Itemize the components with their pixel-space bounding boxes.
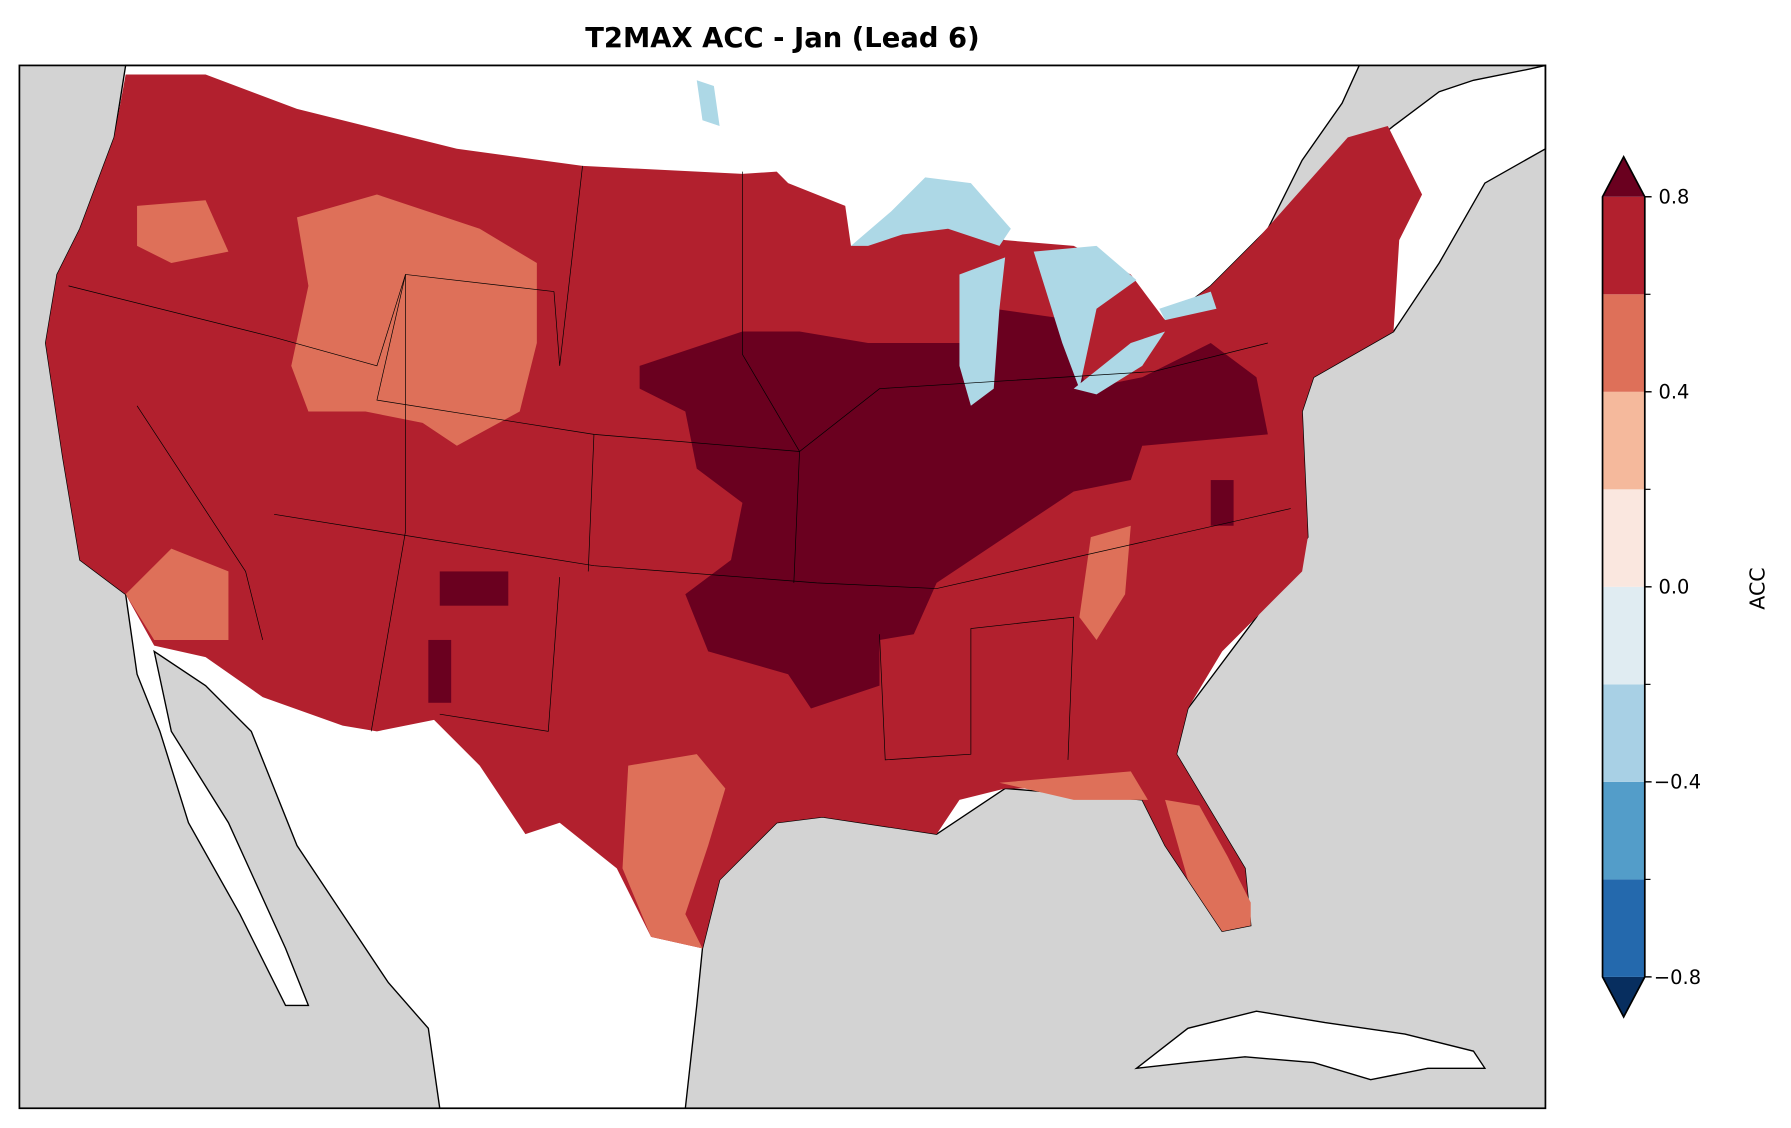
map-frame: [18, 64, 1547, 1110]
great-lakes: [696, 80, 1217, 406]
colorbar-bin: [1602, 196, 1645, 295]
colorbar-bin: [1602, 879, 1645, 977]
field-0.4-0.6: [125, 194, 1251, 949]
colorbar-bin: [1602, 294, 1645, 392]
chart-title: T2MAX ACC - Jan (Lead 6): [585, 23, 979, 54]
colorbar-bin: [1602, 684, 1645, 782]
colorbar-label: ACC: [1746, 567, 1770, 609]
colorbar-extend-high: [1602, 156, 1645, 197]
field-0.8-1.0-patches: [428, 480, 1234, 703]
colorbar-bin: [1602, 586, 1645, 685]
colorbar-tick-label: 0.4: [1659, 381, 1690, 404]
colorbar-bin: [1602, 391, 1645, 490]
cuba: [1134, 1010, 1487, 1081]
colorbar-bin: [1602, 781, 1645, 880]
colorbar-extend-low: [1602, 976, 1645, 1017]
colorbar-bin: [1602, 489, 1645, 587]
state-borders: [68, 165, 1291, 761]
map-panel: [18, 64, 1547, 1110]
colorbar-tick-label: −0.8: [1654, 966, 1701, 989]
colorbar-tick-label: 0.0: [1659, 576, 1690, 599]
field-0.8-1.0: [639, 308, 1268, 709]
colorbar-tick-label: −0.4: [1654, 771, 1701, 794]
colorbar-tick-label: 0.8: [1659, 186, 1690, 209]
colorbar: −0.8 −0.4 0.0 0.4 0.8: [1601, 154, 1701, 1019]
